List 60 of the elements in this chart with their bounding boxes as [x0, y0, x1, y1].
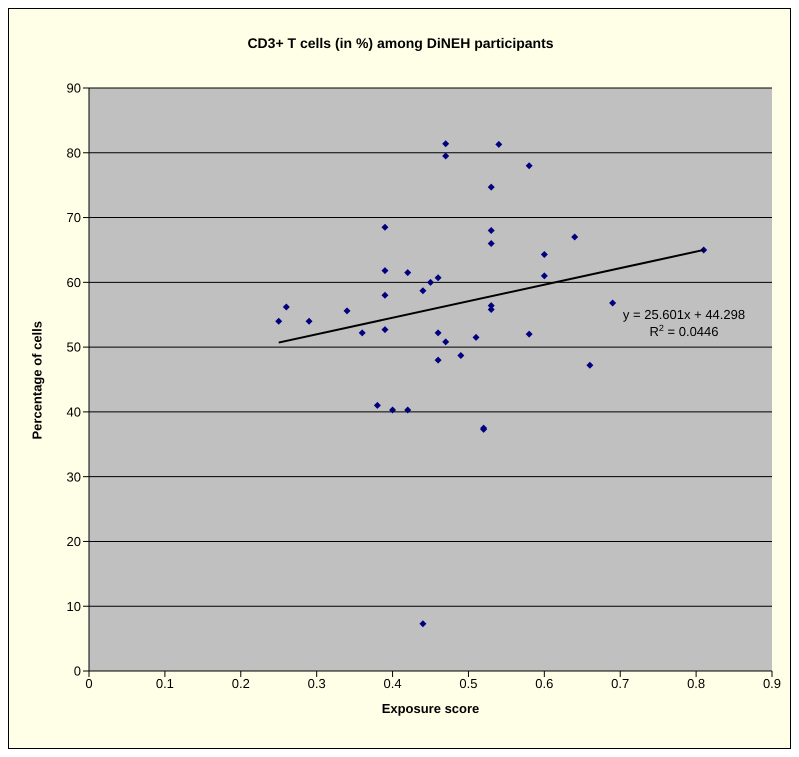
- point: [404, 406, 412, 414]
- x-tick-label: 0.7: [611, 676, 630, 692]
- y-tick-label: 10: [66, 598, 81, 614]
- x-tick-label: 0.1: [156, 676, 174, 692]
- x-axis-title: Exposure score: [382, 701, 480, 716]
- y-tick-label: 80: [66, 145, 81, 160]
- point: [275, 318, 282, 325]
- x-tick-label: 0.6: [535, 676, 554, 692]
- point: [404, 269, 412, 276]
- point: [442, 140, 450, 148]
- point: [434, 274, 442, 282]
- point: [540, 272, 548, 280]
- point: [442, 152, 450, 160]
- point: [571, 233, 578, 240]
- y-tick-label: 40: [66, 404, 81, 420]
- point: [488, 227, 495, 234]
- y-tick-label: 90: [66, 80, 81, 96]
- point: [457, 352, 464, 360]
- point: [419, 287, 426, 294]
- point: [586, 362, 594, 369]
- chart-title: CD3+ T cells (in %) among DiNEH participants: [246, 35, 555, 51]
- x-tick-label: 0: [85, 676, 93, 692]
- point: [374, 402, 381, 409]
- y-tick-label: 50: [66, 340, 81, 355]
- y-tick-label: 60: [66, 274, 81, 290]
- y-tick-label: 70: [66, 210, 81, 226]
- point: [472, 334, 480, 341]
- x-tick-label: 0.2: [232, 676, 250, 692]
- point: [282, 303, 290, 310]
- y-tick-label: 0: [74, 664, 81, 679]
- x-tick-label: 0.4: [384, 676, 402, 692]
- y-axis-title: Percentage of cells: [30, 321, 45, 440]
- point: [526, 162, 533, 170]
- point: [381, 326, 388, 334]
- x-tick-label: 0.5: [459, 676, 478, 692]
- point: [526, 330, 533, 338]
- point: [389, 406, 396, 414]
- point: [495, 140, 502, 148]
- point: [442, 338, 450, 346]
- point: [488, 240, 495, 247]
- y-tick-label: 20: [66, 534, 81, 550]
- point: [381, 224, 388, 231]
- point: [434, 329, 442, 336]
- point: [381, 267, 388, 274]
- point: [434, 356, 442, 364]
- point: [609, 300, 616, 307]
- point: [540, 250, 548, 258]
- x-tick-label: 0.9: [762, 676, 782, 692]
- point: [358, 329, 366, 336]
- point: [419, 620, 426, 628]
- point: [488, 184, 495, 191]
- annotation: R$^{2}$ = 0.0446: [650, 323, 718, 339]
- y-tick-label: 30: [66, 469, 81, 484]
- x-tick-label: 0.8: [687, 676, 706, 692]
- annotation: y = 25.601x + 44.298: [622, 307, 746, 322]
- x-tick-label: 0.3: [308, 676, 326, 692]
- point: [344, 307, 351, 314]
- point: [381, 292, 388, 299]
- point: [427, 278, 434, 286]
- point: [306, 318, 313, 325]
